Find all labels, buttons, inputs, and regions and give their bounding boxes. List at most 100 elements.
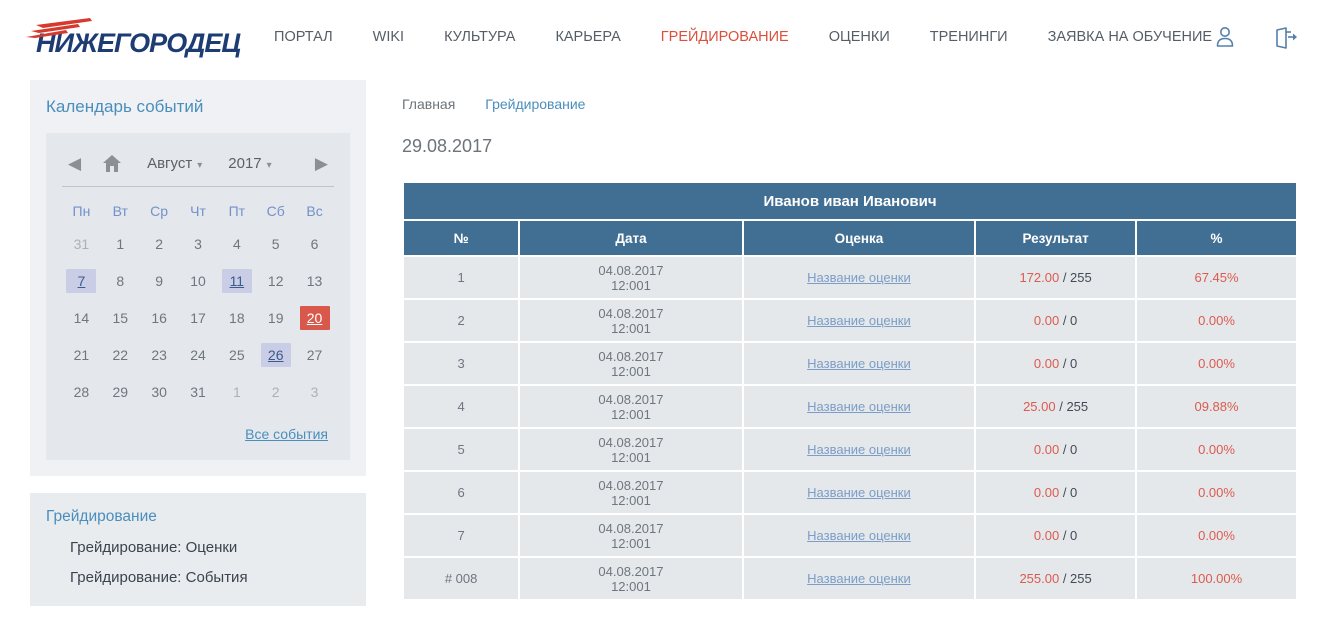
row-grade-cell: Название оценки [741, 298, 977, 343]
row-time: 12:001 [611, 320, 651, 336]
events-calendar: ◀ Август ▾ 2017 ▾ ▶ Пн Вт Ср Чт Пт Сб Вс 31 1 2 3 4 5 6… [46, 133, 350, 460]
nav-item-link[interactable]: ОЦЕНКИ [828, 29, 890, 45]
calendar-day: 15 [112, 310, 129, 326]
breadcrumb-item: Главная [402, 96, 456, 112]
assessment-link[interactable]: Название оценки [807, 485, 911, 500]
row-result-cell: 0.00 / 0 [974, 341, 1138, 386]
row-date-cell: 04.08.2017 12:001 [518, 427, 744, 472]
calendar-panel: Календарь событий ◀ Август ▾ 2017 ▾ [30, 80, 366, 476]
nav-item-link[interactable]: ТРЕНИНГИ [929, 29, 1008, 45]
row-number-cell: 3 [401, 341, 521, 386]
calendar-day-event[interactable]: 11 [221, 269, 252, 293]
calendar-day: 31 [190, 384, 206, 400]
company-logo[interactable]: НИЖЕГОРОДЕЦ [26, 16, 241, 59]
sidebar-sub-item[interactable]: Грейдирование: Оценки [70, 539, 238, 556]
result-score: 0.00 [1033, 313, 1060, 328]
row-date-cell: 04.08.2017 12:001 [518, 513, 744, 558]
percent-value: 0.00% [1198, 528, 1235, 543]
row-result-cell: 0.00 / 0 [974, 513, 1138, 558]
calendar-day-selected[interactable]: 20 [299, 306, 330, 330]
result-score: 0.00 [1033, 356, 1060, 371]
row-result-cell: 0.00 / 0 [974, 427, 1138, 472]
nav-item-link[interactable]: ЗАЯВКА НА ОБУЧЕНИЕ [1047, 29, 1213, 45]
row-date: 04.08.2017 [598, 391, 664, 407]
next-month-button[interactable]: ▶ [314, 154, 328, 173]
row-date: 04.08.2017 [598, 434, 664, 450]
assessment-link[interactable]: Название оценки [807, 399, 911, 414]
calendar-day: 25 [229, 347, 245, 363]
logout-icon[interactable] [1272, 24, 1300, 50]
assessment-link[interactable]: Название оценки [807, 571, 911, 586]
sidebar-sub-item[interactable]: Грейдирование: События [70, 569, 248, 586]
weekday-label: Вс [306, 203, 323, 219]
assessment-link[interactable]: Название оценки [807, 270, 911, 285]
content-area: Календарь событий ◀ Август ▾ 2017 ▾ [0, 74, 1340, 606]
nav-item-link[interactable]: ПОРТАЛ [274, 29, 333, 45]
row-date-cell: 04.08.2017 12:001 [518, 255, 744, 300]
percent-value: 0.00% [1198, 442, 1235, 457]
month-select[interactable]: Август ▾ [147, 155, 202, 172]
user-icon[interactable] [1212, 24, 1238, 50]
nav-item-active[interactable]: ГРЕЙДИРОВАНИЕ [660, 29, 789, 45]
row-time: 12:001 [611, 449, 651, 465]
calendar-day: 1 [116, 236, 125, 252]
row-grade-cell: Название оценки [741, 384, 977, 429]
main-content: Главная Грейдирование 29.08.2017 Иванов и… [401, 80, 1298, 601]
row-percent-cell: 0.00% [1135, 470, 1298, 515]
calendar-day: 3 [194, 236, 202, 252]
result-score: 25.00 [1023, 399, 1056, 414]
all-events-link[interactable]: Все события [245, 426, 328, 442]
assessment-link[interactable]: Название оценки [807, 313, 911, 328]
nav-item-link[interactable]: КУЛЬТУРА [444, 29, 516, 45]
row-date-cell: 04.08.2017 12:001 [518, 470, 744, 515]
weekday-label: Пт [228, 203, 246, 219]
calendar-day-event[interactable]: 26 [260, 343, 291, 367]
breadcrumb: Главная Грейдирование [402, 96, 1298, 112]
nav-item-link[interactable]: КАРЬЕРА [555, 29, 621, 45]
calendar-day-event[interactable]: 7 [66, 269, 97, 293]
column-header-percent: % [1135, 219, 1298, 257]
row-percent-cell: 100.00% [1135, 556, 1298, 601]
row-grade-cell: Название оценки [741, 341, 977, 386]
row-time: 12:001 [611, 363, 651, 379]
calendar-day: 21 [73, 347, 90, 363]
sidebar-item-grading[interactable]: Грейдирование [46, 508, 157, 525]
home-icon[interactable] [103, 155, 122, 172]
result-score: 172.00 [1019, 270, 1060, 285]
nav-item-link[interactable]: WIKI [372, 29, 405, 45]
weekday-label: Вт [112, 203, 128, 219]
column-header-number: № [401, 219, 521, 257]
month-select-value: Август [147, 155, 193, 172]
assessment-link[interactable]: Название оценки [807, 528, 911, 543]
percent-value: 0.00% [1198, 313, 1235, 328]
top-header: НИЖЕГОРОДЕЦ ПОРТАЛ WIKI КУЛЬТУРА КАРЬЕРА ГРЕ… [0, 0, 1340, 74]
weekday-label: Сб [266, 203, 285, 219]
percent-value: 67.45% [1194, 270, 1239, 285]
calendar-day: 5 [271, 236, 280, 252]
result-total: / 0 [1059, 528, 1078, 543]
row-date: 04.08.2017 [598, 520, 664, 536]
table-row: 1 04.08.2017 12:001 Название оценки 172.00 /… [401, 255, 1298, 300]
year-select[interactable]: 2017 ▾ [228, 155, 271, 172]
calendar-day: 8 [116, 273, 125, 289]
calendar-day: 12 [267, 273, 284, 289]
row-result-cell: 255.00 / 255 [974, 556, 1138, 601]
assessment-link[interactable]: Название оценки [807, 356, 911, 371]
row-date-cell: 04.08.2017 12:001 [518, 298, 744, 343]
calendar-day: 28 [73, 384, 90, 400]
calendar-day: 30 [151, 384, 167, 400]
prev-month-button[interactable]: ◀ [68, 154, 82, 173]
row-time: 12:001 [611, 492, 651, 508]
assessment-link[interactable]: Название оценки [807, 442, 911, 457]
column-header-grade: Оценка [741, 219, 977, 257]
row-grade-cell: Название оценки [741, 255, 977, 300]
row-result-cell: 172.00 / 255 [974, 255, 1138, 300]
result-total: / 255 [1059, 571, 1092, 586]
calendar-day: 19 [267, 310, 284, 326]
result-total: / 255 [1055, 399, 1089, 414]
percent-value: 100.00% [1190, 571, 1243, 586]
table-title-employee-name: Иванов иван Иванович [402, 181, 1298, 221]
calendar-day: 2 [155, 236, 164, 252]
main-nav: ПОРТАЛ WIKI КУЛЬТУРА КАРЬЕРА ГРЕЙДИРОВАНИЕ ОЦ… [274, 29, 1212, 45]
breadcrumb-item[interactable]: Грейдирование [485, 96, 586, 112]
